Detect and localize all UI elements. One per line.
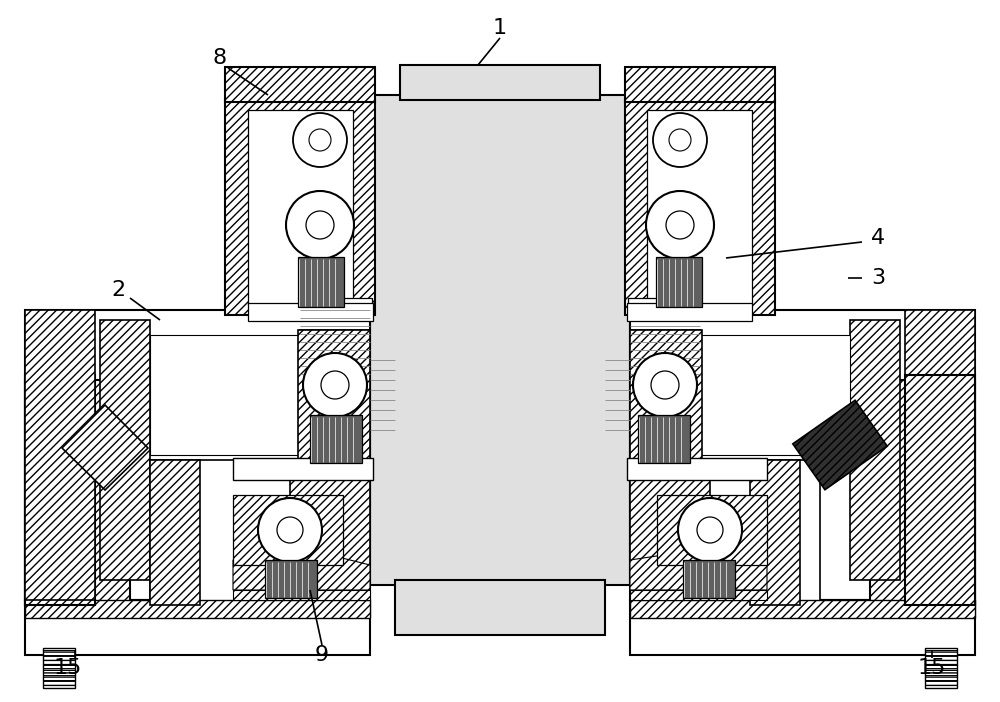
Bar (625, 67, 775, 102)
Bar (630, 600, 975, 618)
Circle shape (651, 371, 679, 399)
Bar (25, 600, 370, 618)
Polygon shape (233, 550, 370, 590)
Bar (43, 648, 75, 688)
Bar (300, 298, 372, 318)
Bar (630, 600, 975, 655)
Bar (100, 320, 150, 580)
Bar (850, 320, 900, 580)
Bar (647, 110, 752, 305)
Bar (265, 560, 317, 598)
Bar (150, 335, 305, 455)
Bar (150, 460, 340, 605)
Bar (225, 100, 375, 315)
Bar (627, 458, 767, 480)
Bar (395, 580, 605, 635)
Bar (150, 460, 200, 605)
Text: 4: 4 (871, 228, 885, 248)
Bar (630, 310, 975, 600)
Bar (630, 330, 700, 460)
Text: 9: 9 (315, 645, 329, 665)
Bar (298, 257, 344, 307)
Text: 8: 8 (213, 48, 227, 68)
Bar (233, 495, 343, 565)
Circle shape (669, 129, 691, 151)
Text: 3: 3 (871, 268, 885, 288)
Circle shape (678, 498, 742, 562)
Circle shape (277, 517, 303, 543)
Circle shape (293, 113, 347, 167)
Bar (627, 303, 752, 321)
Bar (300, 330, 370, 460)
Bar (298, 330, 370, 465)
Bar (683, 560, 735, 598)
Bar (630, 330, 702, 465)
Circle shape (666, 211, 694, 239)
Circle shape (286, 191, 354, 259)
Bar (630, 465, 710, 595)
Circle shape (653, 113, 707, 167)
Bar (656, 257, 702, 307)
Text: 2: 2 (111, 280, 125, 300)
Bar (25, 310, 370, 600)
Bar (25, 375, 95, 605)
Circle shape (697, 517, 723, 543)
Bar (248, 303, 373, 321)
Polygon shape (630, 590, 767, 600)
Bar (628, 298, 700, 318)
Bar (25, 380, 130, 605)
Circle shape (306, 211, 334, 239)
Text: 1: 1 (493, 18, 507, 38)
Bar (370, 95, 630, 585)
Bar (870, 380, 975, 605)
Polygon shape (62, 405, 148, 490)
Bar (225, 67, 375, 102)
Bar (925, 648, 957, 688)
Bar (625, 100, 775, 315)
Bar (233, 458, 373, 480)
Polygon shape (630, 548, 767, 590)
Bar (695, 335, 850, 455)
Text: 15: 15 (918, 658, 946, 678)
Circle shape (303, 353, 367, 417)
Bar (905, 310, 975, 600)
Bar (310, 415, 362, 463)
Bar (638, 415, 690, 463)
Circle shape (309, 129, 331, 151)
Bar (290, 465, 370, 595)
Circle shape (646, 191, 714, 259)
Circle shape (258, 498, 322, 562)
Polygon shape (233, 590, 370, 600)
Bar (25, 310, 95, 600)
Bar (248, 110, 353, 305)
Bar (25, 600, 370, 655)
Circle shape (321, 371, 349, 399)
Circle shape (633, 353, 697, 417)
Bar (905, 375, 975, 605)
Text: 15: 15 (54, 658, 82, 678)
Bar (400, 65, 600, 100)
Bar (630, 460, 820, 605)
Bar (657, 495, 767, 565)
Bar (750, 460, 800, 605)
Polygon shape (793, 400, 887, 490)
